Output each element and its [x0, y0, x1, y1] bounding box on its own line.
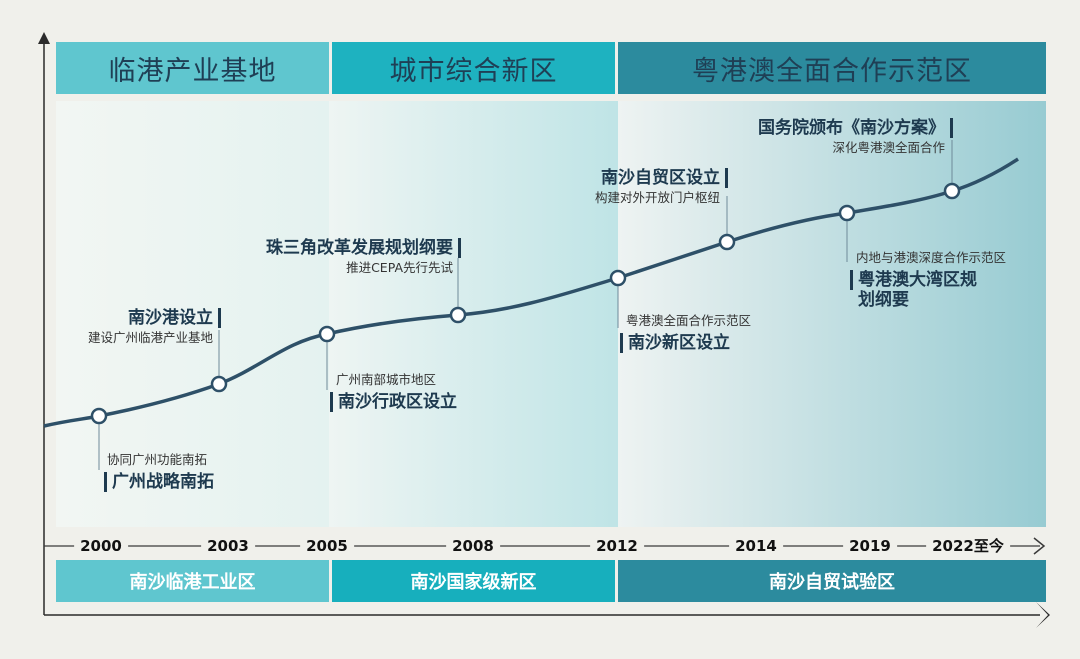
- event-title: 广州战略南拓: [104, 472, 214, 492]
- event-subtitle: 粤港澳全面合作示范区: [626, 313, 752, 328]
- event-subtitle: 内地与港澳深度合作示范区: [856, 250, 1007, 265]
- event-title: 南沙自贸区设立: [595, 168, 728, 188]
- event-title: 珠三角改革发展规划纲要: [266, 238, 461, 258]
- event-title-line-2: 划纲要: [858, 290, 909, 310]
- phase-band-3: [618, 101, 1046, 527]
- event-2014: 南沙自贸区设立 构建对外开放门户枢纽: [595, 168, 728, 206]
- event-title: 南沙新区设立: [620, 333, 751, 353]
- event-2019: 内地与港澳深度合作示范区 粤港澳大湾区规 划纲要: [850, 250, 1006, 310]
- year-label: 2022至今: [926, 537, 1010, 555]
- year-label: 2014: [729, 537, 783, 555]
- node-2019: [838, 204, 856, 222]
- event-subtitle: 构建对外开放门户枢纽: [594, 190, 720, 205]
- node-2000: [90, 407, 108, 425]
- event-subtitle: 协同广州功能南拓: [107, 452, 208, 467]
- node-2014: [718, 233, 736, 251]
- growth-curve: [43, 157, 1019, 428]
- event-title: 南沙港设立: [88, 308, 221, 328]
- phase-header-1: 临港产业基地: [56, 42, 329, 94]
- year-label: 2000: [74, 537, 128, 555]
- event-title: 南沙行政区设立: [330, 392, 457, 412]
- event-subtitle: 推进CEPA先行先试: [346, 260, 453, 275]
- year-label: 2019: [843, 537, 897, 555]
- event-subtitle: 深化粤港澳全面合作: [832, 140, 945, 155]
- event-2005: 广州南部城市地区 南沙行政区设立: [330, 372, 457, 412]
- y-axis-arrowhead: [38, 32, 50, 44]
- node-2022: [943, 182, 961, 200]
- year-label: 2003: [201, 537, 255, 555]
- event-2022: 国务院颁布《南沙方案》 深化粤港澳全面合作: [758, 118, 953, 156]
- node-2003: [210, 375, 228, 393]
- phase-header-2: 城市综合新区: [332, 42, 615, 94]
- event-title: 国务院颁布《南沙方案》: [758, 118, 953, 138]
- node-2005: [318, 325, 336, 343]
- node-2012: [609, 269, 627, 287]
- event-2000: 协同广州功能南拓 广州战略南拓: [104, 452, 214, 492]
- event-title-line-1: 粤港澳大湾区规: [850, 270, 1006, 290]
- zone-bar-2: 南沙国家级新区: [332, 560, 615, 602]
- event-2012: 粤港澳全面合作示范区 南沙新区设立: [620, 313, 751, 353]
- year-label: 2012: [590, 537, 644, 555]
- node-2008: [449, 306, 467, 324]
- event-subtitle: 广州南部城市地区: [336, 372, 437, 387]
- phase-band-1: [56, 101, 329, 527]
- year-line-arrow: [1033, 537, 1046, 555]
- year-label: 2005: [300, 537, 354, 555]
- year-label: 2008: [446, 537, 500, 555]
- zone-bar-1: 南沙临港工业区: [56, 560, 329, 602]
- event-subtitle: 建设广州临港产业基地: [87, 330, 213, 345]
- phase-header-3: 粤港澳全面合作示范区: [618, 42, 1046, 94]
- event-2003: 南沙港设立 建设广州临港产业基地: [88, 308, 221, 346]
- zone-bar-3: 南沙自贸试验区: [618, 560, 1046, 602]
- event-2008: 珠三角改革发展规划纲要 推进CEPA先行先试: [266, 238, 461, 276]
